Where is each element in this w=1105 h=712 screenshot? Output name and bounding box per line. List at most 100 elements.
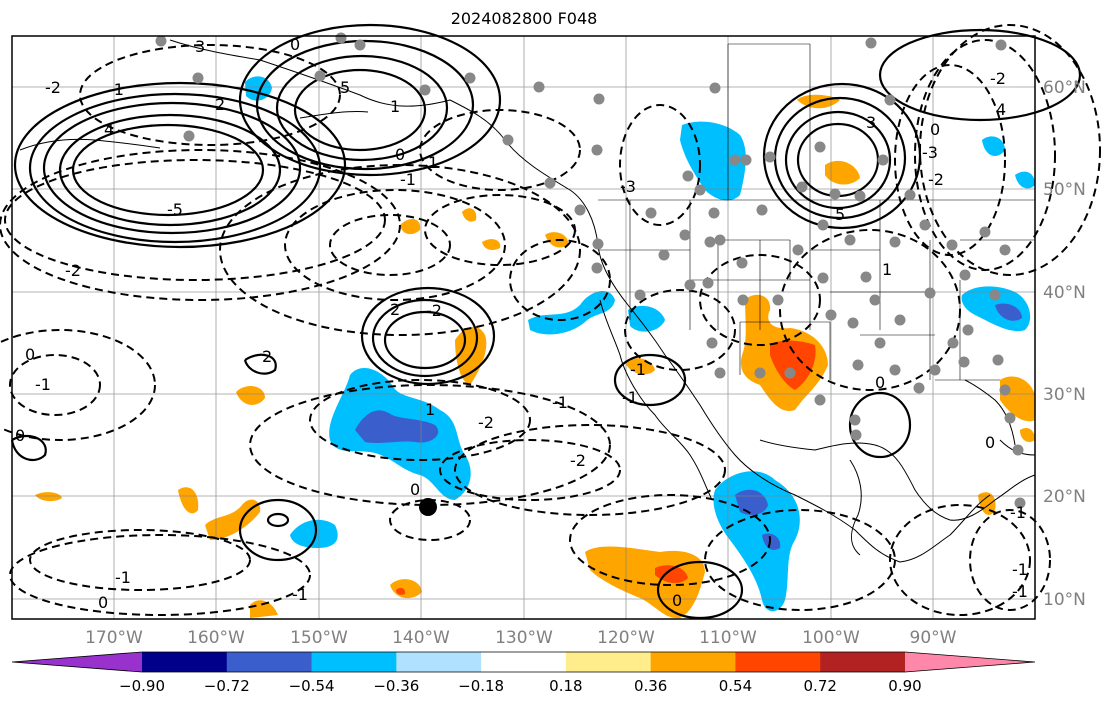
storm-center-dot [419, 498, 437, 516]
shade-orange-pac1 [400, 218, 421, 235]
graticule [12, 36, 1035, 619]
colorbar-segment [905, 652, 1035, 672]
colorbar-tick-label: 0.72 [804, 677, 837, 695]
lat-label: 10°N [1043, 590, 1086, 610]
colorbar-tick-label: 0.36 [634, 677, 667, 695]
contour-label: -1 [622, 388, 638, 407]
contour-label: -1 [292, 585, 308, 604]
latitude-axis: 60°N 50°N 40°N 30°N 20°N 10°N [1043, 78, 1086, 610]
shade-blue-ne2 [1015, 171, 1035, 189]
shade-orange-pac6 [236, 386, 265, 405]
lat-label: 30°N [1043, 385, 1086, 405]
lat-label: 50°N [1043, 180, 1086, 200]
colorbar-segment [820, 652, 906, 672]
colorbar-segment [481, 652, 567, 672]
contour-label: -1 [552, 393, 568, 412]
colorbar-segment [650, 652, 736, 672]
contour-label: -2 [990, 69, 1006, 88]
lon-label: 120°W [597, 628, 655, 648]
coastlines [19, 39, 1036, 563]
contour-label: 1 [390, 97, 400, 116]
shade-royal-east [995, 303, 1022, 321]
contour-label: 0 [25, 345, 35, 364]
contour-label: -2 [45, 78, 61, 97]
station-markers [155, 32, 1026, 509]
contour-label: 0 [985, 433, 995, 452]
contour-label: -2 [570, 451, 586, 470]
contour-labels: -2 -1 4 -5 3 2 0 5 1 -1 -2 0 1 -3 3 5 0 … [15, 35, 1028, 612]
shade-orange-mexico-pac [585, 546, 705, 619]
contour-label: 2 [215, 95, 225, 114]
colorbar-segment [226, 652, 313, 672]
contour-label: 0 [875, 373, 885, 392]
contour-label: -2 [65, 261, 81, 280]
colorbar-segment [142, 652, 228, 672]
contour-label: -1 [35, 375, 51, 394]
contour-label: 0 [15, 426, 25, 445]
shade-blue-california [528, 290, 615, 335]
contour-label: -5 [167, 200, 183, 219]
contour-label: 4 [996, 100, 1006, 119]
contour-label: 2 [262, 347, 272, 366]
shade-orange-pac11 [250, 600, 278, 618]
shade-royal-pacific-main [355, 410, 439, 443]
contour-label: -1 [630, 360, 646, 379]
shade-orange-pac2 [462, 208, 477, 222]
shade-blue-hawaii-east [290, 519, 338, 548]
contour-label: -1 [108, 80, 124, 99]
shade-red-southwest [770, 340, 816, 390]
colorbar-segment [735, 652, 821, 672]
contour-label: 0 [930, 120, 940, 139]
contour-label: -1 [1010, 503, 1026, 522]
map-title: 2024082800 F048 [450, 9, 598, 28]
lon-label: 110°W [699, 628, 757, 648]
shaded-positive [35, 94, 1035, 619]
shade-red-pac10 [396, 587, 406, 595]
lat-label: 60°N [1043, 78, 1086, 98]
dashed-contours [0, 24, 1101, 616]
contour-label: 0 [290, 35, 300, 54]
contour-label: -1 [1012, 560, 1028, 579]
shade-orange-pac10 [390, 579, 422, 599]
contour-label: 1 [425, 400, 435, 419]
contour-label: -1 [1012, 582, 1028, 601]
lon-label: 170°W [85, 628, 143, 648]
contour-label: 1 [882, 260, 892, 279]
lat-label: 20°N [1043, 487, 1086, 507]
colorbar-segment [396, 652, 482, 672]
shade-blue-ne [982, 136, 1005, 156]
contour-label: 0 [410, 480, 420, 499]
colorbar-segment [12, 652, 142, 672]
colorbar-outline [11, 651, 1036, 673]
shade-orange-pac3 [482, 239, 501, 250]
lon-label: 140°W [392, 628, 450, 648]
longitude-axis: 170°W 160°W 150°W 140°W 130°W 120°W 110°… [85, 628, 957, 648]
colorbar-tick-label: −0.72 [204, 677, 250, 695]
map-frame [11, 35, 1036, 620]
colorbar: −0.90 −0.72 −0.54 −0.36 −0.18 0.18 0.36 0.54 0.7… [11, 651, 1036, 695]
contour-label: 3 [195, 37, 205, 56]
shade-royal-mexico-2 [762, 533, 781, 550]
shade-orange-canada [825, 160, 860, 185]
contour-label: -2 [426, 301, 442, 320]
colorbar-segment [565, 652, 652, 672]
contour-label: -1 [115, 568, 131, 587]
contour-label: -1 [400, 170, 416, 189]
contour-label: 2 [390, 300, 400, 319]
contour-label: 1 [428, 153, 438, 172]
shade-orange-east [1020, 428, 1035, 442]
colorbar-tick-label: −0.90 [119, 677, 165, 695]
colorbar-tick-label: −0.36 [373, 677, 419, 695]
lon-label: 90°W [910, 628, 957, 648]
contour-label: -2 [928, 170, 944, 189]
lon-label: 150°W [290, 628, 348, 648]
colorbar-tick-label: −0.18 [458, 677, 504, 695]
shade-orange-pac7 [35, 492, 62, 502]
colorbar-tick-label: 0.90 [888, 677, 921, 695]
contour-label: 0 [672, 591, 682, 610]
contour-label: -2 [478, 413, 494, 432]
contour-label: 5 [835, 205, 845, 224]
contour-label: 4 [104, 120, 114, 139]
lon-label: 100°W [802, 628, 860, 648]
